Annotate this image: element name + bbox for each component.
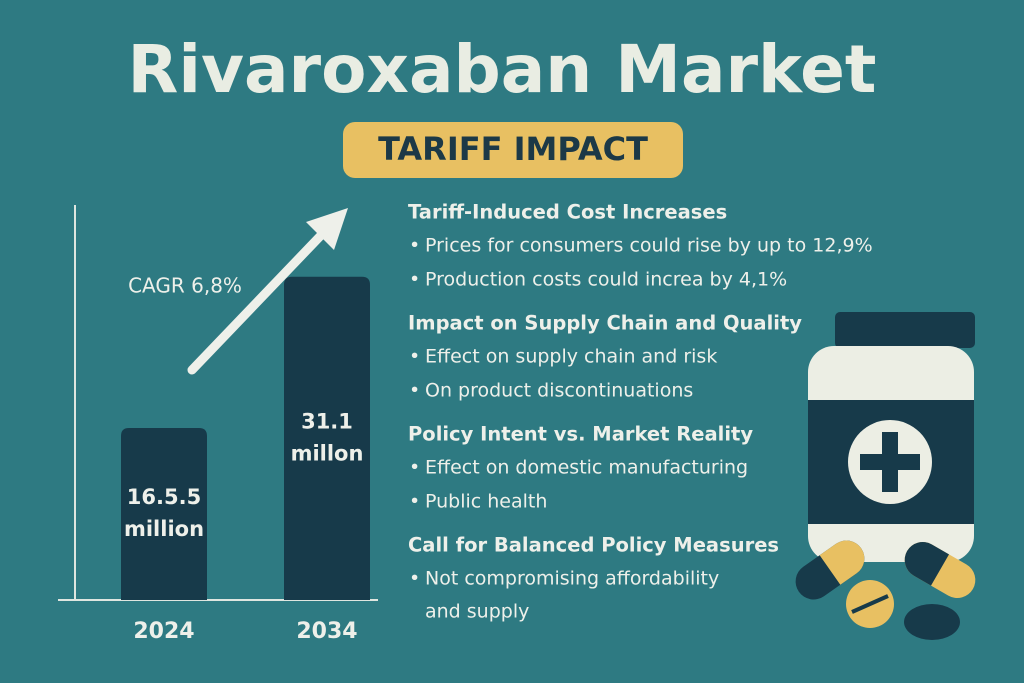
bullet-text: Effect on domestic manufacturing	[425, 457, 748, 479]
value-label: million	[124, 517, 204, 541]
section-heading: Call for Balanced Policy Measures	[408, 534, 779, 557]
cagr-annotation: CAGR 6,8%	[128, 274, 242, 298]
badge-text: TARIFF IMPACT	[378, 130, 648, 168]
bullet-dot: •	[409, 269, 420, 291]
bar	[121, 427, 207, 600]
section-heading: Impact on Supply Chain and Quality	[408, 312, 802, 335]
section-heading: Policy Intent vs. Market Reality	[408, 423, 753, 446]
bar	[284, 276, 370, 600]
bullet-dot: •	[409, 491, 420, 513]
section-heading: Tariff-Induced Cost Increases	[408, 201, 727, 224]
bullet-dot: •	[409, 380, 420, 402]
bullet-text: Not compromising affordability	[425, 568, 719, 590]
title: Rivaroxaban Market	[128, 31, 877, 108]
bullet-text: and supply	[425, 601, 529, 623]
bullet-dot: •	[409, 457, 420, 479]
value-label: 31.1	[301, 409, 353, 433]
bullet-text: Public health	[425, 491, 547, 513]
bullet-text: Production costs could increa by 4,1%	[425, 269, 787, 291]
value-label: millon	[291, 441, 364, 465]
growth-arrow	[187, 208, 348, 375]
bullet-dot: •	[409, 346, 420, 368]
bullet-dot: •	[409, 568, 420, 590]
bottle-illustration	[795, 312, 976, 640]
x-tick-label: 2024	[133, 619, 194, 644]
bullet-text: Effect on supply chain and risk	[425, 346, 717, 368]
bullet-text: Prices for consumers could rise by up to…	[425, 235, 873, 257]
x-tick-label: 2034	[296, 619, 357, 644]
bullet-dot: •	[409, 235, 420, 257]
bullet-text: On product discontinuations	[425, 380, 693, 402]
badge	[343, 122, 683, 178]
value-label: 16.5.5	[127, 485, 201, 509]
